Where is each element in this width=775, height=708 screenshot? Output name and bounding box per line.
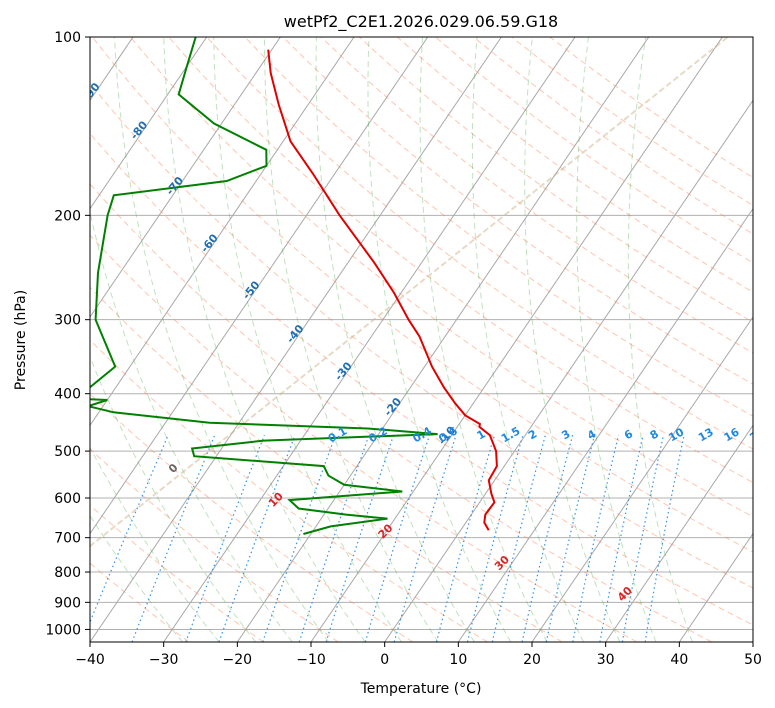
- isotherm-20: [531, 316, 753, 642]
- isotherm-30: [605, 424, 753, 642]
- mixing-ratio-line: [364, 435, 431, 642]
- mixing-ratio-line: [491, 435, 546, 642]
- dry-adiabat: [90, 82, 753, 589]
- isotherm--20: [236, 37, 650, 642]
- y-tick-label: 400: [54, 387, 81, 403]
- y-tick-label: 900: [54, 595, 81, 611]
- dry-adiabat: [90, 286, 563, 642]
- isotherm--80: [90, 37, 208, 210]
- x-tick-label: −10: [296, 652, 326, 668]
- y-tick-label: 200: [54, 208, 81, 224]
- background-lines: [90, 37, 753, 642]
- dry-adiabat: [91, 37, 753, 553]
- y-tick-label: 700: [54, 531, 81, 547]
- x-tick-label: −20: [223, 652, 253, 668]
- moist-adiabat: [264, 37, 439, 642]
- isotherm--60: [90, 37, 355, 427]
- reference-curve: [90, 37, 729, 548]
- moist-adiabat: [627, 37, 693, 642]
- mixing-ratio-line: [298, 435, 370, 642]
- y-tick-label: 1000: [45, 622, 81, 638]
- mixing-ratio-line: [90, 434, 169, 624]
- dry-adiabat: [90, 448, 339, 642]
- x-tick-label: −30: [149, 652, 179, 668]
- mixing-ratio-line: [393, 435, 457, 642]
- y-tick-label: 500: [54, 444, 81, 460]
- mixing-ratio-line: [572, 435, 620, 642]
- moist-adiabat: [90, 355, 257, 642]
- dry-adiabat: [282, 37, 753, 385]
- x-tick-label: 30: [597, 652, 615, 668]
- x-tick-label: 0: [380, 652, 389, 668]
- chart-title: wetPf2_C2E1.2026.029.06.59.G18: [284, 12, 558, 32]
- mixing-ratio-line: [599, 435, 644, 642]
- dry-adiabat: [130, 37, 753, 518]
- y-tick-label: 100: [54, 30, 81, 46]
- sounding-lines: [90, 37, 498, 535]
- mixing-ratio-line: [325, 435, 395, 642]
- x-axis-title: Temperature (°C): [360, 681, 482, 697]
- isotherm-40: [678, 532, 753, 642]
- moist-adiabat: [163, 37, 366, 642]
- x-tick-label: 50: [744, 652, 762, 668]
- moist-adiabat: [315, 37, 475, 642]
- mixing-ratio-line: [435, 435, 496, 642]
- x-tick-label: 20: [523, 652, 541, 668]
- x-axis: −40 −30 −20 −10 0 10 20 30 40 50: [75, 642, 762, 668]
- isotherm--40: [90, 37, 502, 642]
- moist-adiabat: [213, 37, 403, 642]
- isotherm--30: [163, 37, 576, 642]
- dry-adiabat: [320, 37, 753, 354]
- mixing-ratio-line: [466, 435, 524, 642]
- x-tick-label: −40: [75, 652, 105, 668]
- y-axis-title: Pressure (hPa): [13, 290, 29, 390]
- temperature-profile: [267, 49, 498, 531]
- mixing-ratio-label: 20: [748, 425, 768, 444]
- moist-adiabat: [90, 446, 220, 642]
- y-tick-label: 600: [54, 491, 81, 507]
- moist-adiabat: [524, 37, 621, 642]
- y-tick-label: 300: [54, 313, 81, 329]
- dry-adiabat: [90, 234, 638, 642]
- isotherm-0: [384, 99, 753, 642]
- isotherm--70: [90, 37, 281, 318]
- x-tick-label: 40: [670, 652, 688, 668]
- moist-adiabat: [114, 37, 330, 642]
- y-tick-label: 800: [54, 565, 81, 581]
- mixing-ratio-line: [545, 435, 596, 642]
- moist-adiabat: [419, 37, 548, 642]
- moist-adiabat: [367, 37, 512, 642]
- isotherm-10: [457, 207, 753, 642]
- mixing-ratio-line: [521, 435, 574, 642]
- y-axis: 100 200 300 400 500 600 700 800 900 1000: [45, 30, 90, 638]
- dry-adiabat: [358, 37, 753, 323]
- dry-adiabat: [90, 132, 753, 626]
- dry-adiabat: [90, 504, 264, 642]
- isotherm--10: [310, 37, 723, 642]
- dry-adiabat: [90, 183, 712, 642]
- isotherm--50: [90, 37, 429, 535]
- moist-adiabat: [90, 209, 293, 642]
- x-tick-label: 10: [449, 652, 467, 668]
- plot-frame: [89, 36, 754, 643]
- dewpoint-profile: [90, 37, 438, 535]
